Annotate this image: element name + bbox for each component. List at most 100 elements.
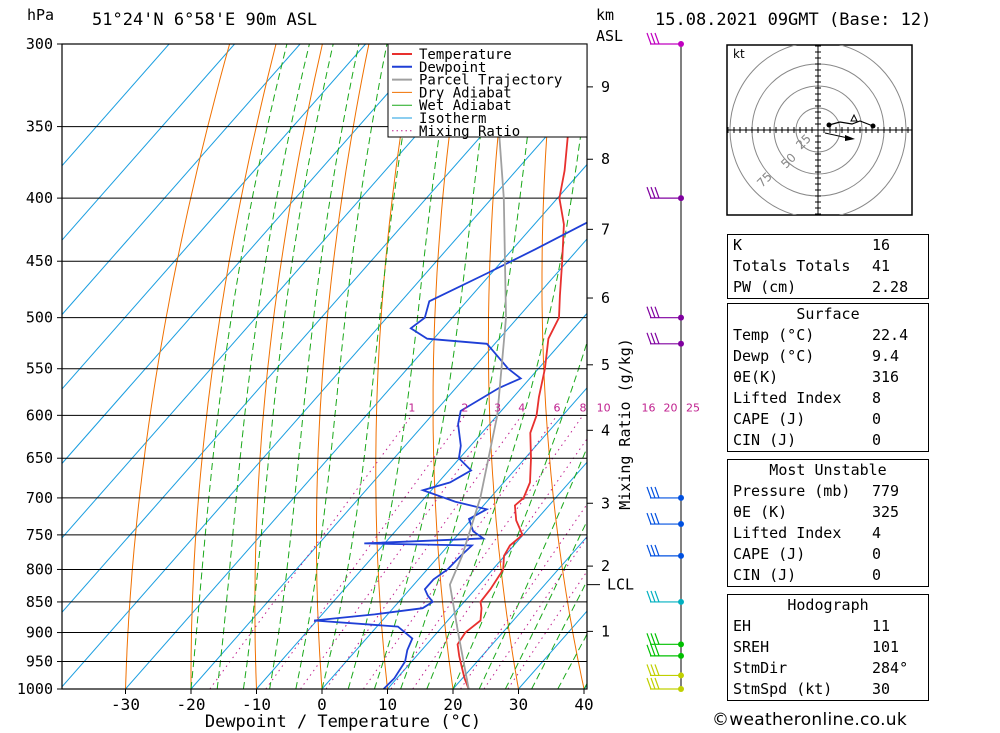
index-tt-row: Totals Totals 41 <box>733 257 891 275</box>
series-parcel-trajectory <box>448 44 507 689</box>
dry-adiabat-line <box>254 44 323 689</box>
surface-label: θE(K) <box>733 368 779 386</box>
series-temperature <box>456 44 583 689</box>
wind-barb-feather <box>646 677 652 690</box>
isotherm-line <box>62 89 587 688</box>
wind-barb-feather <box>654 306 660 318</box>
most-unstable-row: CAPE (J) 0 <box>728 544 928 565</box>
dry-adiabat-line <box>125 44 231 689</box>
wind-barb-feather <box>654 644 660 657</box>
legend-label: Parcel Trajectory <box>419 73 562 89</box>
isotherm-line <box>321 387 587 689</box>
dry-adiabat-line <box>316 44 370 689</box>
temperature-tick-label: 20 <box>443 695 462 714</box>
wet-adiabat-line <box>216 44 310 689</box>
isotherm-line <box>62 44 301 316</box>
hodograph-label: SREH <box>733 638 770 656</box>
wind-barb-feather <box>654 590 660 603</box>
surface-label: Temp (°C) <box>733 326 815 344</box>
pressure-tick-label: 350 <box>26 118 53 136</box>
km-unit-label: km <box>596 6 615 24</box>
wind-barb-feather <box>654 186 660 199</box>
isotherm-line <box>190 238 587 689</box>
dry-adiabat-line <box>432 44 463 689</box>
most-unstable-value: 4 <box>872 524 882 542</box>
temperature-tick-label: 0 <box>317 695 327 714</box>
most-unstable-label: Pressure (mb) <box>733 482 851 500</box>
hodograph-storm-marker <box>850 113 858 122</box>
wind-barb-feather <box>654 677 660 690</box>
hodograph-row: StmDir 284° <box>728 658 928 679</box>
isotherm-line <box>62 44 497 539</box>
mixing-ratio-tick-label: 16 <box>642 401 656 414</box>
km-tick-label: 3 <box>601 494 610 512</box>
wet-adiabat-line <box>400 44 540 689</box>
mixing-ratio-tick-label: 25 <box>686 401 700 414</box>
wind-barb-feather <box>646 664 652 676</box>
hpa-unit-label: hPa <box>27 6 55 24</box>
hodograph-trace <box>828 120 874 127</box>
lcl-label: LCL <box>607 576 634 594</box>
isotherm-line <box>62 44 235 241</box>
isotherm-line <box>125 163 587 689</box>
hodograph-label: EH <box>733 617 752 635</box>
series-dewpoint <box>314 221 587 689</box>
mixing-ratio-line <box>412 438 587 689</box>
legend-label: Isotherm <box>419 111 486 127</box>
wet-adiabat-line <box>347 44 454 689</box>
dry-adiabat-line <box>541 44 585 689</box>
km-tick-label: 7 <box>601 220 610 238</box>
pressure-tick-label: 950 <box>26 653 53 671</box>
hodograph-unit-label: kt <box>733 47 745 61</box>
temperature-tick-label: -10 <box>242 695 271 714</box>
index-k-row: K 16 <box>733 236 891 254</box>
surface-value: 316 <box>872 368 900 386</box>
wind-barb-feather <box>654 512 660 525</box>
wet-adiabat-line <box>478 446 587 689</box>
hodograph-label: StmDir <box>733 659 788 677</box>
pressure-tick-label: 900 <box>26 624 53 642</box>
wind-barb-feather <box>650 590 656 603</box>
mixing-ratio-tick-label: 6 <box>554 401 561 414</box>
hodograph-value: 30 <box>872 680 891 698</box>
wet-adiabat-line <box>452 340 587 689</box>
wind-barb-feather <box>646 486 652 499</box>
dry-adiabat-line <box>926 44 1000 689</box>
mixing-ratio-line <box>325 415 523 689</box>
wind-barb-feather <box>646 590 652 603</box>
most-unstable-row: θE (K) 325 <box>728 502 928 523</box>
hodograph-value: 11 <box>872 617 891 635</box>
mixing-ratio-line <box>209 415 413 689</box>
km-tick-label: 2 <box>601 557 610 575</box>
hodograph-value: 284° <box>872 659 909 677</box>
wind-barb-feather <box>646 186 652 199</box>
surface-title: Surface <box>796 305 860 323</box>
mixing-ratio-axis-label: Mixing Ratio (g/kg) <box>616 338 634 510</box>
temperature-tick-label: 40 <box>574 695 593 714</box>
temperature-tick-label: -30 <box>111 695 140 714</box>
mixing-ratio-line <box>265 415 466 689</box>
hodograph-point <box>826 122 832 128</box>
plot-frame <box>61 43 588 690</box>
most-unstable-table: Most Unstable Pressure (mb) 779 θE (K) 325 L… <box>727 459 929 587</box>
temperature-tick-label: 10 <box>378 695 397 714</box>
isotherm-line <box>62 44 170 167</box>
km-tick-label: 9 <box>601 78 610 96</box>
indices-table: K 16 Totals Totals 41 PW (cm) 2.28 <box>727 234 929 299</box>
pressure-tick-label: 500 <box>26 309 53 327</box>
most-unstable-label: θE (K) <box>733 503 788 521</box>
x-axis-label: Dewpoint / Temperature (°C) <box>205 712 481 732</box>
pressure-tick-label: 850 <box>26 593 53 611</box>
wind-barb-feather <box>654 486 660 499</box>
wind-barb-feather <box>646 633 652 645</box>
surface-label: CIN (J) <box>733 431 797 449</box>
wind-barb-feather <box>654 633 660 645</box>
pressure-tick-label: 700 <box>26 489 53 507</box>
wind-barb-feather <box>654 544 660 557</box>
legend-label: Wet Adiabat <box>419 98 512 114</box>
km-tick-label: 4 <box>601 421 610 439</box>
isotherm-line <box>452 535 587 689</box>
mixing-ratio-line <box>390 415 584 689</box>
wind-barb-feather <box>654 664 660 676</box>
hodograph-storm-vector <box>824 132 849 139</box>
